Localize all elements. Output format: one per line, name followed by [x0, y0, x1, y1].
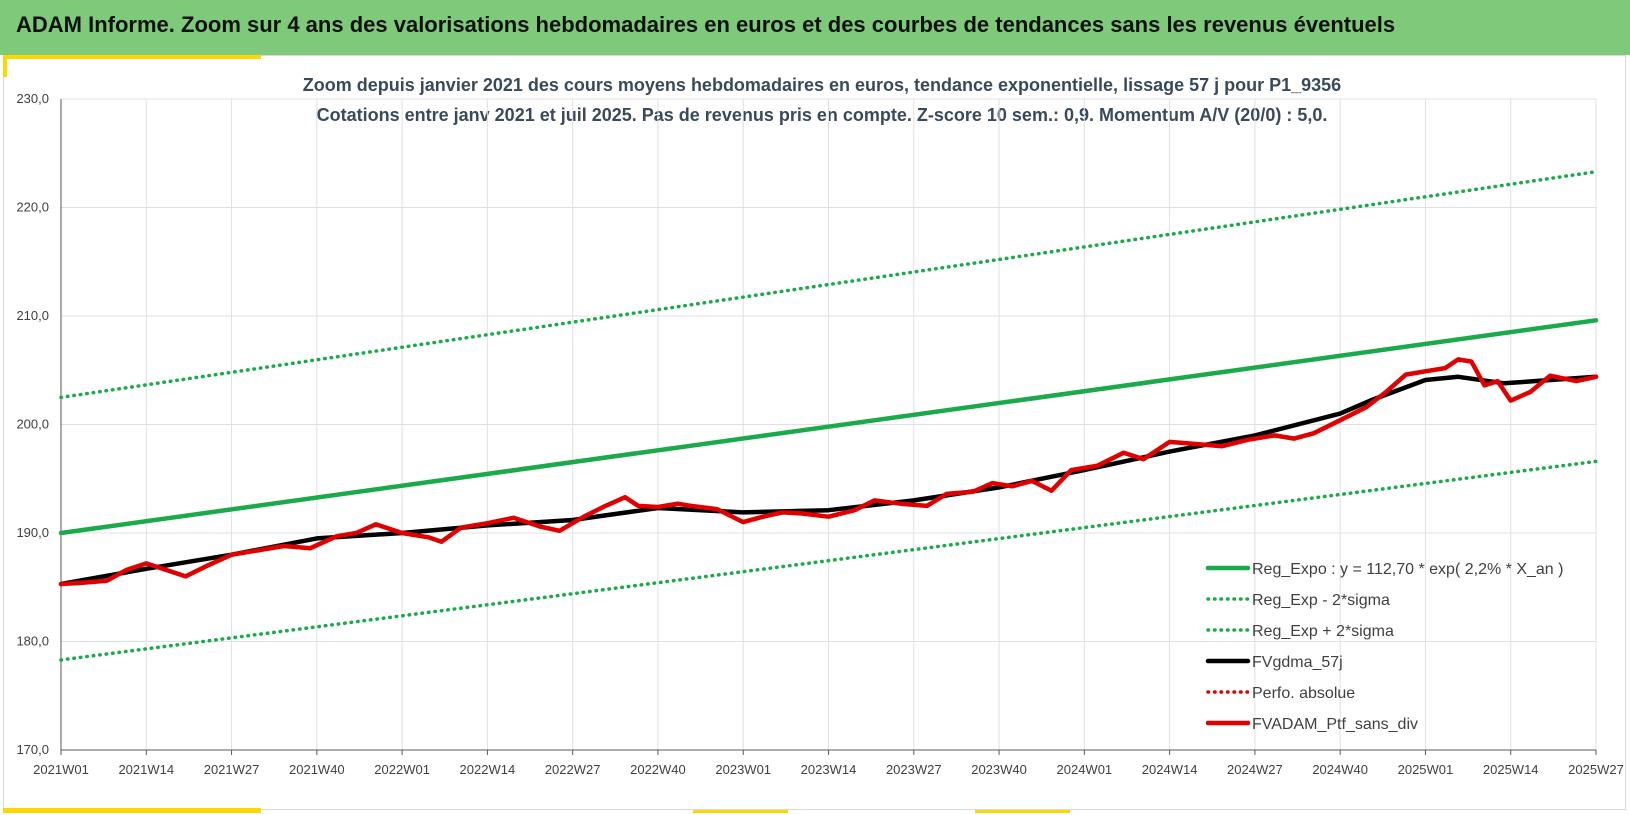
series-line-reg-expo-y-112-70-exp-2-2-x-an [58, 318, 1599, 536]
y-tick-label: 210,0 [16, 308, 49, 323]
y-tick-label: 180,0 [16, 634, 49, 649]
x-tick-label: 2021W27 [204, 762, 260, 777]
chart-frame [3, 55, 1626, 810]
series-line-fvadam-ptf-sans-div [58, 357, 1599, 587]
y-tick-label: 230,0 [16, 91, 49, 106]
x-tick-label: 2022W27 [545, 762, 601, 777]
legend: Reg_Expo : y = 112,70 * exp( 2,2% * X_an… [1205, 561, 1563, 733]
x-tick-label: 2021W01 [33, 762, 89, 777]
x-tick-label: 2025W14 [1483, 762, 1539, 777]
accent-bar-bottom-2 [693, 810, 788, 813]
axes: 170,0 180,0 190,0 200,0 210,0 220,0 230,0 2021W… [16, 91, 1623, 777]
accent-bar-bottom [3, 808, 261, 813]
accent-bar-top [3, 55, 261, 59]
legend-label: FVgdma_57j [1252, 654, 1343, 671]
x-tick-label: 2024W40 [1312, 762, 1368, 777]
x-tick-label: 2025W01 [1398, 762, 1454, 777]
chart-title: Zoom depuis janvier 2021 des cours moyen… [303, 75, 1341, 95]
chart-subtitle: Cotations entre janv 2021 et juil 2025. … [317, 105, 1328, 125]
title-banner: ADAM Informe. Zoom sur 4 ans des valoris… [0, 0, 1630, 55]
series-layer [58, 169, 1599, 662]
x-tick-label: 2024W14 [1142, 762, 1198, 777]
legend-label: Perfo. absolue [1252, 685, 1355, 702]
x-tick-label: 2023W40 [971, 762, 1027, 777]
legend-label: FVADAM_Ptf_sans_div [1252, 716, 1418, 733]
x-tick-label: 2024W27 [1227, 762, 1283, 777]
series-line-reg-exp-2-sigma [59, 459, 1598, 662]
x-tick-label: 2022W14 [460, 762, 516, 777]
x-tick-label: 2023W14 [801, 762, 857, 777]
accent-bar-left [3, 55, 7, 77]
x-tick-label: 2021W14 [118, 762, 174, 777]
x-tick-label: 2021W40 [289, 762, 345, 777]
legend-label: Reg_Exp - 2*sigma [1252, 592, 1390, 609]
series-line-reg-exp-2-sigma [59, 169, 1598, 400]
y-tick-label: 170,0 [16, 742, 49, 757]
x-tick-label: 2023W27 [886, 762, 942, 777]
legend-label: Reg_Expo : y = 112,70 * exp( 2,2% * X_an… [1252, 561, 1563, 578]
legend-label: Reg_Exp + 2*sigma [1252, 623, 1394, 640]
x-tick-label: 2022W01 [374, 762, 430, 777]
x-tick-label: 2025W27 [1568, 762, 1624, 777]
page-title: ADAM Informe. Zoom sur 4 ans des valoris… [16, 12, 1396, 37]
y-tick-label: 220,0 [16, 200, 49, 215]
accent-bar-bottom-3 [975, 810, 1070, 813]
y-tick-label: 200,0 [16, 417, 49, 432]
y-tick-label: 190,0 [16, 525, 49, 540]
x-tick-label: 2023W01 [715, 762, 771, 777]
x-tick-label: 2024W01 [1057, 762, 1113, 777]
x-tick-label: 2022W40 [630, 762, 686, 777]
